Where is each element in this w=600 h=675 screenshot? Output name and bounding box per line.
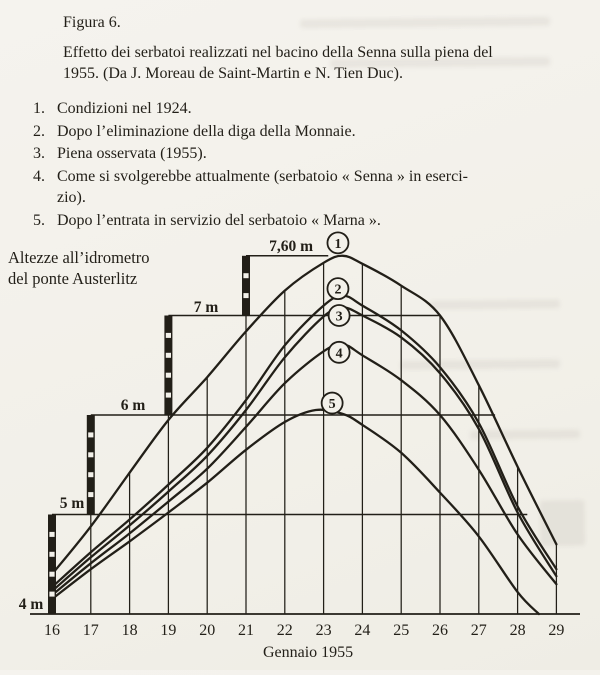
- curve-marker-circle-3: [327, 304, 351, 327]
- x-tick-label-17: 17: [83, 622, 99, 639]
- x-tick-label-23: 23: [316, 622, 332, 639]
- axis-step-bar-notch: [88, 432, 94, 438]
- flood-curve-2: [50, 294, 558, 589]
- caption-line-1: Effetto dei serbatoi realizzati nel baci…: [63, 44, 493, 61]
- axis-step-bar-notch: [243, 293, 249, 299]
- x-tick-label-27: 27: [471, 622, 487, 639]
- axis-step-bar-21: [242, 255, 250, 316]
- legend-item: 5. Dopo l’entrata in servizio del serbato…: [33, 210, 600, 232]
- axis-step-bar-notch: [88, 492, 94, 498]
- legend-item: 2. Dopo l’eliminazione della diga della M…: [33, 121, 600, 143]
- legend-item-line: zio).: [57, 189, 86, 206]
- curve-marker-circle-2: [326, 277, 350, 301]
- flood-curve-3: [50, 306, 558, 593]
- figure-header: Figura 6. Effetto dei serbatoi realizzat…: [0, 14, 600, 232]
- curve-marker-circle-5: [320, 391, 344, 415]
- flood-curve-5: [50, 408, 541, 616]
- legend-item-line: Dopo l’entrata in servizio del serbatoio…: [57, 211, 381, 229]
- x-tick-label-28: 28: [510, 622, 526, 639]
- y-axis-label-line-1: Altezze all’idrometro: [8, 248, 150, 267]
- legend-item-text: Come si svolgerebbe attualmente (serbato…: [57, 166, 600, 209]
- legend-item: 4. Come si svolgerebbe attualmente (serba…: [33, 166, 600, 209]
- legend-item-number: 1.: [33, 100, 45, 117]
- axis-step-bar-notch: [88, 452, 94, 458]
- axis-step-bar-17: [86, 415, 95, 515]
- legend-item-line: Piena osservata (1955).: [57, 145, 207, 162]
- x-tick-label-19: 19: [160, 622, 176, 639]
- axis-step-bar-notch: [165, 372, 171, 378]
- legend-item-line: Condizioni nel 1924.: [57, 100, 192, 117]
- legend-item-number: 4.: [33, 167, 45, 185]
- curve-marker-number-1: 1: [334, 237, 341, 252]
- legend-item: 1. Condizioni nel 1924.: [33, 98, 600, 120]
- legend-item-line: Dopo l’eliminazione della diga della Mon…: [57, 122, 356, 140]
- legend-item-text: Condizioni nel 1924.: [57, 98, 600, 120]
- y-level-label-7: 7 m: [194, 299, 219, 316]
- legend-item-text: Dopo l’eliminazione della diga della Mon…: [57, 121, 600, 143]
- curve-marker-number-4: 4: [336, 346, 343, 361]
- legend-item: 3. Piena osservata (1955).: [33, 143, 600, 165]
- x-axis-title: Gennaio 1955: [263, 644, 353, 661]
- x-tick-label-16: 16: [44, 622, 60, 639]
- axis-step-bar-notch: [49, 571, 55, 577]
- axis-step-bar-notch: [49, 551, 55, 557]
- x-tick-label-18: 18: [122, 622, 138, 639]
- axis-step-bar-notch: [88, 472, 94, 478]
- axis-step-bar-notch: [165, 332, 171, 338]
- x-tick-label-20: 20: [199, 622, 215, 639]
- axis-step-bar-notch: [49, 591, 55, 597]
- y-level-label-5: 5 m: [60, 495, 85, 512]
- legend-item-line: Come si svolgerebbe attualmente (serbato…: [57, 167, 468, 185]
- x-tick-label-29: 29: [548, 622, 564, 639]
- curve-marker-number-3: 3: [336, 310, 343, 325]
- axis-step-bar-19: [164, 315, 173, 415]
- axis-step-bar-16: [48, 514, 56, 614]
- legend-item-number: 5.: [33, 211, 45, 229]
- axis-step-bar-notch: [243, 273, 249, 279]
- x-tick-label-24: 24: [354, 622, 370, 639]
- flood-curve-1: [50, 254, 558, 576]
- y-level-label-7.6: 7,60 m: [269, 238, 313, 255]
- legend-list: 1. Condizioni nel 1924. 2. Dopo l’eliminazi…: [0, 98, 600, 231]
- axis-step-bar-notch: [165, 392, 171, 398]
- curve-marker-circle-4: [327, 340, 351, 364]
- caption-line-2: 1955. (Da J. Moreau de Saint-Martin e N.…: [63, 65, 403, 82]
- axis-step-bar-notch: [49, 531, 55, 537]
- curve-marker-number-2: 2: [334, 283, 341, 298]
- y-level-label-4: 4 m: [19, 596, 44, 613]
- curve-marker-number-5: 5: [329, 397, 336, 412]
- flood-curve-4: [50, 343, 558, 597]
- x-tick-label-26: 26: [432, 622, 448, 639]
- legend-item-text: Dopo l’entrata in servizio del serbatoio…: [57, 210, 600, 232]
- legend-item-text: Piena osservata (1955).: [57, 143, 600, 165]
- y-axis-label-line-2: del ponte Austerlitz: [8, 269, 137, 288]
- x-tick-label-21: 21: [238, 622, 254, 639]
- x-tick-label-25: 25: [393, 622, 409, 639]
- curve-marker-circle-1: [326, 231, 350, 255]
- y-level-label-6: 6 m: [121, 397, 146, 414]
- x-tick-label-22: 22: [277, 622, 293, 639]
- axis-step-bar-notch: [165, 352, 171, 358]
- legend-item-number: 3.: [33, 145, 45, 162]
- figure-caption: Effetto dei serbatoi realizzati nel baci…: [63, 42, 600, 84]
- legend-item-number: 2.: [33, 122, 45, 140]
- figure-label: Figura 6.: [63, 14, 121, 31]
